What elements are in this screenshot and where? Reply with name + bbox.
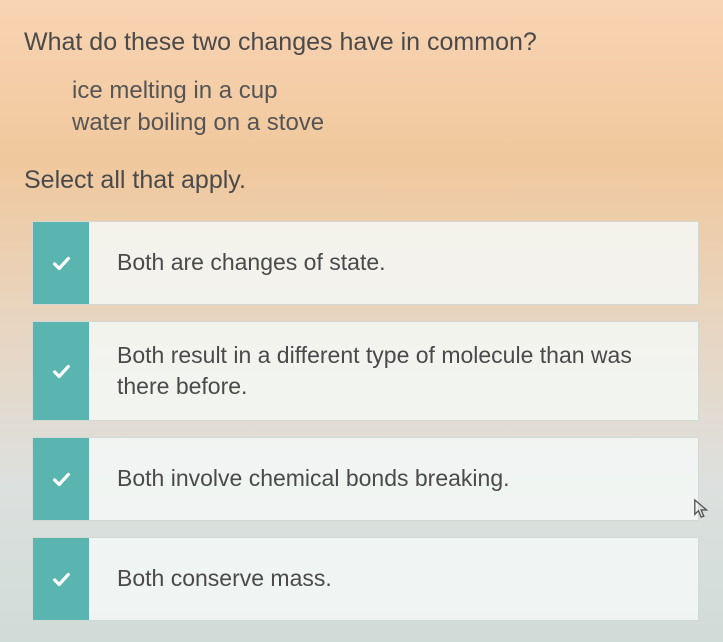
option-label: Both conserve mass.: [89, 538, 698, 620]
option-label: Both result in a different type of molec…: [89, 322, 698, 420]
option-checkbox[interactable]: [33, 538, 89, 620]
option-checkbox[interactable]: [33, 438, 89, 520]
example-item: water boiling on a stove: [72, 107, 699, 139]
option-item[interactable]: Both conserve mass.: [32, 537, 699, 621]
option-checkbox[interactable]: [33, 322, 89, 420]
option-checkbox[interactable]: [33, 222, 89, 304]
cursor-icon: [693, 498, 711, 520]
option-item[interactable]: Both involve chemical bonds breaking.: [32, 437, 699, 521]
question-text: What do these two changes have in common…: [24, 28, 699, 57]
checkmark-icon: [50, 468, 72, 490]
checkmark-icon: [50, 252, 72, 274]
checkmark-icon: [50, 568, 72, 590]
examples-list: ice melting in a cup water boiling on a …: [72, 75, 699, 140]
example-item: ice melting in a cup: [72, 75, 699, 107]
option-item[interactable]: Both result in a different type of molec…: [32, 321, 699, 421]
options-list: Both are changes of state. Both result i…: [24, 221, 699, 621]
option-item[interactable]: Both are changes of state.: [32, 221, 699, 305]
checkmark-icon: [50, 360, 72, 382]
instruction-text: Select all that apply.: [24, 166, 699, 195]
option-label: Both are changes of state.: [89, 222, 698, 304]
option-label: Both involve chemical bonds breaking.: [89, 438, 698, 520]
